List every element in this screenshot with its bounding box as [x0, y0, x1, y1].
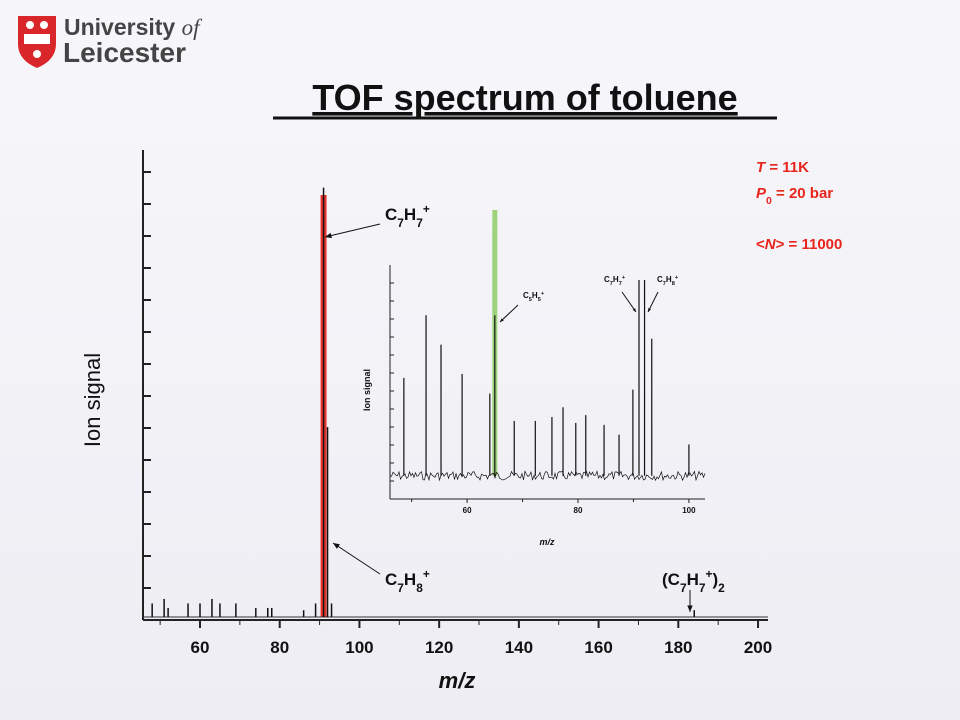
- arrow-head: [648, 308, 652, 312]
- arrow-head: [325, 232, 332, 239]
- arrow-head: [500, 318, 504, 322]
- x-tick-label: 120: [425, 638, 453, 657]
- label-part: 7: [699, 581, 706, 595]
- rich-label: <N> = 11000: [756, 236, 842, 253]
- x-axis-label: m/z: [439, 668, 476, 693]
- x-tick-label: 60: [463, 506, 472, 515]
- label-part: 7: [619, 281, 622, 287]
- label-part: N: [765, 236, 777, 253]
- label-part: P: [756, 185, 767, 202]
- label-part: C: [385, 570, 397, 589]
- label-part: H: [404, 205, 416, 224]
- label-part: <: [756, 236, 765, 253]
- label-part: 7: [680, 581, 687, 595]
- crest-band: [24, 34, 50, 44]
- label-part: 7: [397, 581, 404, 595]
- x-tick-label: 60: [191, 638, 210, 657]
- y-axis-label: Ion signal: [80, 353, 105, 447]
- arrow-head: [333, 543, 340, 549]
- rich-label: T = 11K: [756, 159, 809, 176]
- label-part: C: [604, 275, 610, 284]
- label-part: C: [657, 275, 663, 284]
- label-part: 8: [672, 281, 675, 287]
- x-tick-label: 100: [682, 506, 696, 515]
- annotation-arrow: [332, 542, 381, 575]
- label-part: H: [666, 275, 672, 284]
- label-part: 0: [766, 195, 772, 207]
- rich-label: C7H7+: [604, 275, 626, 287]
- annotation-arrow: [621, 291, 637, 313]
- label-part: 5: [538, 297, 541, 303]
- slide-title: TOF spectrum of toluene: [312, 77, 737, 118]
- x-axis-label: m/z: [539, 537, 555, 547]
- logo-word: University: [64, 14, 175, 40]
- annotation-arrow: [324, 223, 381, 238]
- x-tick-label: 80: [574, 506, 583, 515]
- label-part: 5: [529, 297, 532, 303]
- label-part: 7: [663, 281, 666, 287]
- x-tick-label: 160: [584, 638, 612, 657]
- x-tick-label: 100: [345, 638, 373, 657]
- logo-word: of: [182, 15, 204, 40]
- x-tick-label: 80: [270, 638, 289, 657]
- arrow-head: [687, 605, 693, 612]
- label-part: T: [756, 159, 767, 176]
- crest-emblem: [26, 21, 34, 29]
- crest-emblem: [33, 50, 41, 58]
- label-part: (C: [662, 570, 680, 589]
- label-part: C: [523, 291, 529, 300]
- label-part: 2: [718, 581, 725, 595]
- label-part: H: [404, 570, 416, 589]
- label-part: 7: [610, 281, 613, 287]
- label-part: > = 11000: [776, 236, 843, 253]
- label-part: +: [423, 202, 430, 216]
- noise-trace: [389, 470, 706, 482]
- x-tick-label: 140: [505, 638, 533, 657]
- rich-label: C7H7+: [385, 202, 430, 230]
- x-tick-label: 180: [664, 638, 692, 657]
- label-part: 7: [416, 216, 423, 230]
- label-part: +: [622, 275, 626, 281]
- rich-label: C7H8+: [657, 275, 679, 287]
- label-part: +: [423, 567, 430, 581]
- rich-label: C7H8+: [385, 567, 430, 595]
- rich-label: (C7H7+)2: [662, 567, 725, 595]
- y-axis-label: Ion signal: [362, 369, 372, 411]
- label-part: +: [705, 567, 712, 581]
- label-part: +: [675, 275, 679, 281]
- rich-label: P0 = 20 bar: [756, 185, 833, 207]
- annotation-arrow: [499, 304, 519, 323]
- label-part: 7: [397, 216, 404, 230]
- label-part: ): [712, 570, 718, 589]
- label-part: H: [532, 291, 538, 300]
- x-tick-label: 200: [744, 638, 772, 657]
- annotation-arrow: [647, 291, 659, 313]
- rich-label: C5H5+: [523, 291, 545, 303]
- conditions: T = 11K P0 = 20 bar <N> = 11000: [756, 159, 842, 253]
- logo-text: Leicester: [63, 37, 186, 68]
- label-part: = 20 bar: [772, 185, 833, 202]
- label-part: +: [541, 291, 545, 297]
- arrow-head: [632, 308, 636, 312]
- crest-emblem: [40, 21, 48, 29]
- label-part: H: [687, 570, 699, 589]
- logo: University of Leicester: [18, 14, 203, 68]
- label-part: 8: [416, 581, 423, 595]
- logo-text: University of: [64, 14, 203, 40]
- label-part: C: [385, 205, 397, 224]
- label-part: H: [613, 275, 619, 284]
- label-part: = 11K: [765, 159, 809, 176]
